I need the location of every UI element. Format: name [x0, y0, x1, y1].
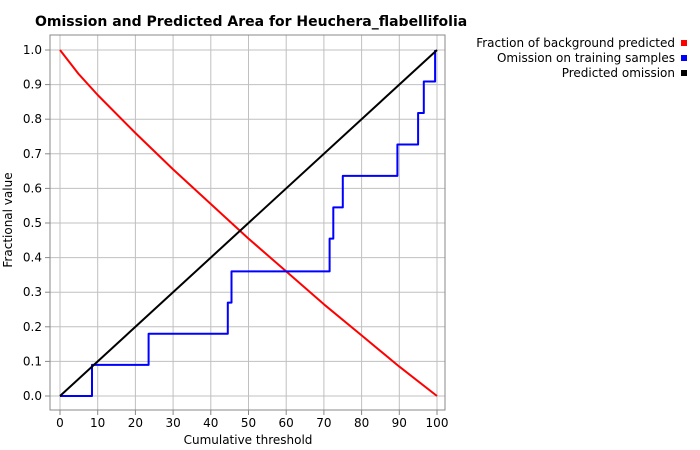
x-tick-label: 60 — [279, 416, 294, 430]
x-axis-label: Cumulative threshold — [184, 433, 313, 447]
y-tick-label: 0.0 — [23, 389, 42, 403]
y-tick-label: 0.3 — [23, 285, 42, 299]
chart-title: Omission and Predicted Area for Heuchera… — [35, 14, 467, 30]
y-tick-label: 0.4 — [23, 251, 42, 265]
y-tick-label: 0.2 — [23, 320, 42, 334]
y-tick-label: 0.9 — [23, 78, 42, 92]
x-tick-label: 100 — [426, 416, 449, 430]
y-tick-label: 0.8 — [23, 112, 42, 126]
legend-swatch-predicted-omission — [681, 70, 687, 76]
x-tick-label: 90 — [392, 416, 407, 430]
x-tick-label: 40 — [203, 416, 218, 430]
y-tick-label: 0.1 — [23, 354, 42, 368]
y-tick-label: 0.7 — [23, 147, 42, 161]
y-axis-label: Fractional value — [1, 172, 15, 267]
y-tick-label: 0.5 — [23, 216, 42, 230]
x-tick-label: 10 — [90, 416, 105, 430]
legend-swatch-omission-on-training-samples — [681, 55, 687, 61]
x-tick-label: 30 — [165, 416, 180, 430]
legend-swatch-fraction-of-background-predicted — [681, 40, 687, 46]
y-tick-label: 0.6 — [23, 181, 42, 195]
series-line-fraction-of-background-predicted — [59, 49, 438, 397]
x-tick-label: 70 — [316, 416, 331, 430]
x-tick-label: 80 — [354, 416, 369, 430]
x-tick-label: 0 — [56, 416, 64, 430]
legend-label-predicted-omission: Predicted omission — [562, 66, 675, 80]
series-line-predicted-omission — [59, 49, 438, 397]
y-tick-label: 1.0 — [23, 43, 42, 57]
x-tick-label: 20 — [128, 416, 143, 430]
x-tick-label: 50 — [241, 416, 256, 430]
series-line-omission-on-training-samples — [60, 50, 437, 397]
legend-label-omission-on-training-samples: Omission on training samples — [497, 51, 675, 65]
legend-label-fraction-of-background-predicted: Fraction of background predicted — [476, 36, 675, 50]
legend: Fraction of background predictedOmission… — [476, 36, 687, 80]
